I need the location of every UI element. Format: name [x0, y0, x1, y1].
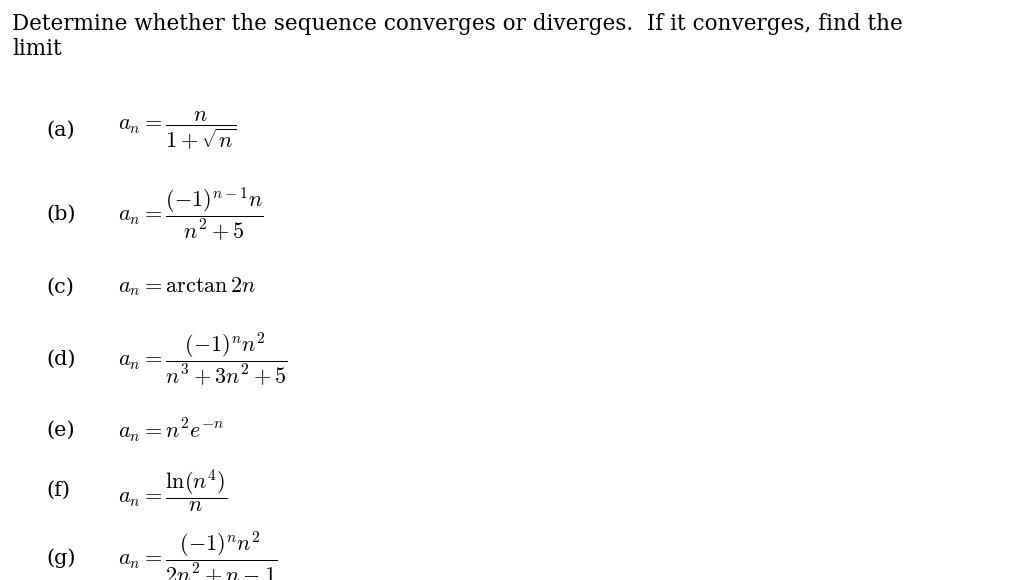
Text: $a_n = \dfrac{(-1)^{n-1}n}{n^2 + 5}$: $a_n = \dfrac{(-1)^{n-1}n}{n^2 + 5}$	[118, 186, 263, 244]
Text: (f): (f)	[46, 481, 70, 499]
Text: $a_n = \dfrac{(-1)^{n}n^2}{2n^2 + n - 1}$: $a_n = \dfrac{(-1)^{n}n^2}{2n^2 + n - 1}…	[118, 529, 276, 580]
Text: (b): (b)	[46, 205, 76, 224]
Text: $a_n = \dfrac{(-1)^{n}n^2}{n^3 + 3n^2 + 5}$: $a_n = \dfrac{(-1)^{n}n^2}{n^3 + 3n^2 + …	[118, 331, 288, 389]
Text: Determine whether the sequence converges or diverges.  If it converges, find the: Determine whether the sequence converges…	[12, 13, 903, 35]
Text: (c): (c)	[46, 278, 74, 296]
Text: $a_n = \arctan 2n$: $a_n = \arctan 2n$	[118, 276, 256, 299]
Text: $a_n = \dfrac{\ln(n^4)}{n}$: $a_n = \dfrac{\ln(n^4)}{n}$	[118, 467, 227, 513]
Text: $a_n = n^2 e^{-n}$: $a_n = n^2 e^{-n}$	[118, 416, 224, 444]
Text: (e): (e)	[46, 421, 75, 440]
Text: (g): (g)	[46, 548, 76, 568]
Text: $a_n = \dfrac{n}{1 + \sqrt{n}}$: $a_n = \dfrac{n}{1 + \sqrt{n}}$	[118, 110, 237, 151]
Text: limit: limit	[12, 38, 61, 60]
Text: (d): (d)	[46, 350, 76, 369]
Text: (a): (a)	[46, 121, 75, 140]
